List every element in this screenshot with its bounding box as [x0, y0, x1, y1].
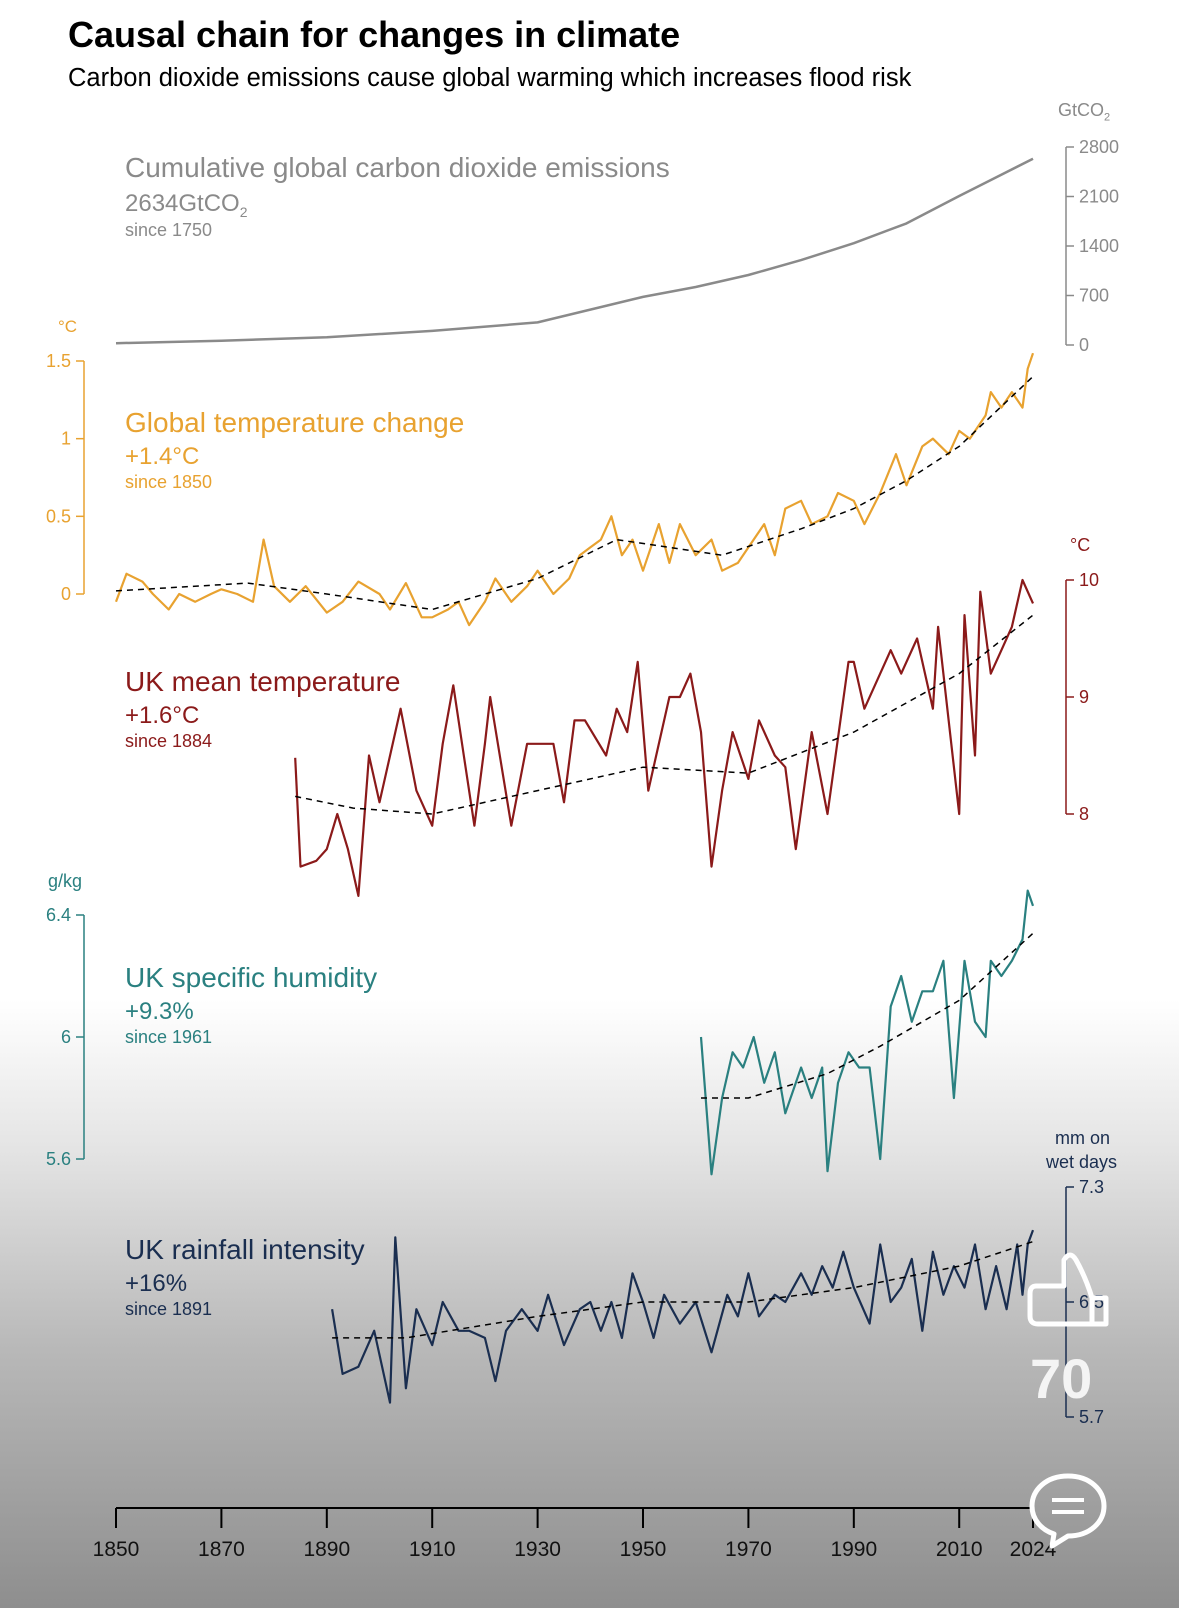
thumbs-up-icon[interactable] — [1026, 1248, 1110, 1332]
uk-rainfall-since: since 1891 — [125, 1299, 213, 1319]
x-tick-label: 2024 — [1010, 1538, 1057, 1561]
uk-rainfall-tick-label: 7.3 — [1079, 1177, 1104, 1197]
page-subtitle: Carbon dioxide emissions cause global wa… — [68, 64, 912, 92]
uk-rainfall-label: UK rainfall intensity — [125, 1234, 365, 1265]
uk-temp-tick-label: 8 — [1079, 804, 1089, 824]
global-temp-value: +1.4°C — [125, 443, 200, 470]
global-temp-tick-label: 0.5 — [46, 506, 71, 526]
co2-tick-label: 1400 — [1079, 236, 1119, 256]
co2-tick-label: 2800 — [1079, 137, 1119, 157]
co2-series-line — [115, 157, 1034, 345]
uk-humidity-since: since 1961 — [125, 1027, 213, 1047]
co2-tick-label: 700 — [1079, 286, 1109, 306]
x-tick-label: 1970 — [725, 1538, 772, 1561]
x-tick-label: 1930 — [514, 1538, 561, 1561]
uk-rainfall-value: +16% — [125, 1270, 188, 1297]
uk-humidity-trend-line — [701, 932, 1034, 1099]
x-tick-label: 1950 — [620, 1538, 667, 1561]
uk-temp-tick-label: 9 — [1079, 687, 1089, 707]
uk-rainfall-unit-line2: wet days — [1046, 1152, 1118, 1172]
global-temp-tick-label: 1 — [61, 429, 71, 449]
uk-rainfall-series-line — [331, 1229, 1035, 1404]
uk-humidity-tick-label: 6 — [61, 1027, 71, 1047]
x-tick-label: 1910 — [409, 1538, 456, 1561]
global-temp-unit: °C — [58, 317, 78, 336]
co2-unit: GtCO2 — [1058, 100, 1111, 124]
global-temp-trend-line — [115, 375, 1034, 611]
page-title: Causal chain for changes in climate — [68, 14, 681, 55]
global-temp-tick-label: 0 — [61, 584, 71, 604]
uk-temp-label: UK mean temperature — [125, 666, 401, 697]
uk-rainfall-tick-label: 5.7 — [1079, 1407, 1104, 1427]
x-tick-label: 2010 — [936, 1538, 983, 1561]
uk-temp-value: +1.6°C — [125, 702, 200, 729]
co2-since: since 1750 — [125, 220, 213, 240]
uk-humidity-tick-label: 6.4 — [46, 905, 71, 925]
uk-rainfall-unit: mm on — [1055, 1128, 1111, 1148]
uk-temp-unit: °C — [1070, 535, 1091, 555]
uk-temp-trend-line — [295, 614, 1034, 815]
uk-humidity-series-line — [699, 889, 1035, 1176]
x-tick-label: 1870 — [198, 1538, 245, 1561]
comment-bubble-icon[interactable] — [1026, 1470, 1110, 1550]
x-tick-label: 1990 — [830, 1538, 877, 1561]
global-temp-since: since 1850 — [125, 472, 213, 492]
uk-humidity-label: UK specific humidity — [125, 962, 378, 993]
co2-tick-label: 2100 — [1079, 187, 1119, 207]
x-tick-label: 1850 — [93, 1538, 140, 1561]
like-count: 70 — [1030, 1347, 1093, 1410]
co2-label: Cumulative global carbon dioxide emissio… — [125, 152, 670, 183]
co2-value: 2634GtCO2 — [125, 190, 248, 220]
uk-rainfall-trend-line — [332, 1240, 1034, 1339]
global-temp-label: Global temperature change — [125, 407, 465, 438]
uk-humidity-value: +9.3% — [125, 998, 194, 1025]
uk-humidity-unit: g/kg — [48, 871, 83, 891]
uk-humidity-tick-label: 5.6 — [46, 1149, 71, 1169]
global-temp-tick-label: 1.5 — [46, 351, 71, 371]
uk-temp-since: since 1884 — [125, 731, 213, 751]
x-tick-label: 1890 — [303, 1538, 350, 1561]
co2-tick-label: 0 — [1079, 335, 1089, 355]
uk-temp-tick-label: 10 — [1079, 570, 1099, 590]
uk-temp-series-line — [294, 578, 1035, 897]
